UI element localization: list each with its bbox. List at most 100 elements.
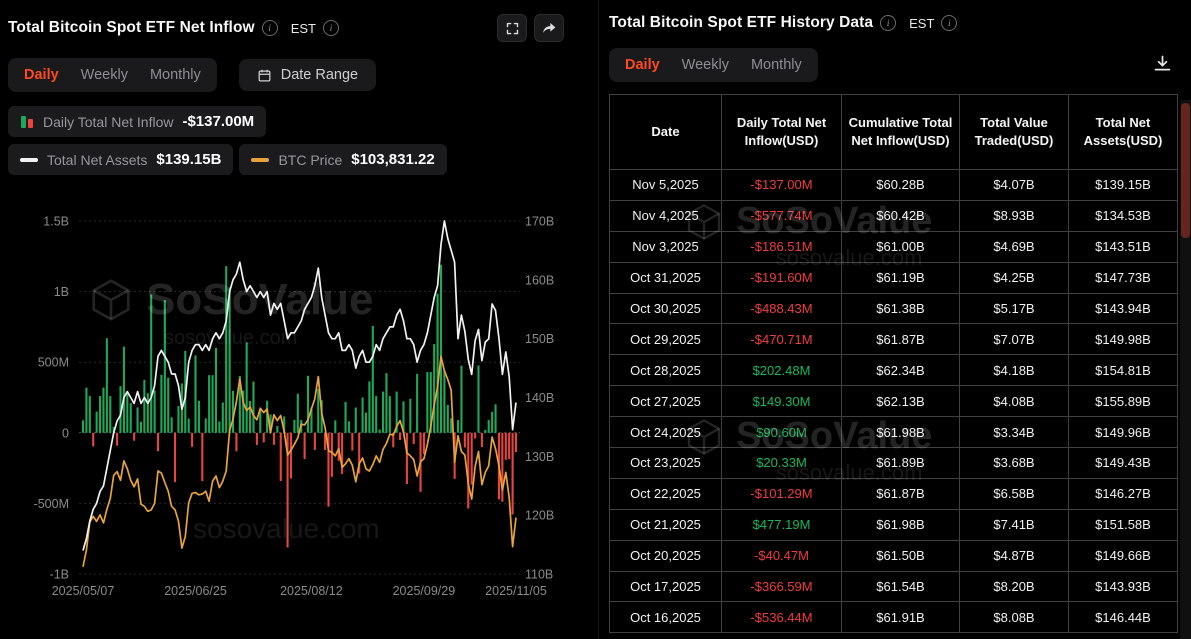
legend-daily-inflow[interactable]: Daily Total Net Inflow -$137.00M [8, 106, 267, 137]
legend-label: Total Net Assets [47, 151, 148, 168]
inflow-chart: 1.5B 1B 500M 0 -500M -1B 170B 160B 150B 140B 130B 1… [8, 185, 598, 615]
table-row: Oct 16,2025 -$536.44M $61.91B $8.08B $146.44… [609, 601, 1178, 634]
traded-cell: $8.93B [959, 199, 1069, 232]
traded-cell: $3.34B [959, 416, 1069, 449]
history-table: Date Daily Total Net Inflow(USD) Cumulat… [609, 94, 1178, 634]
inflow-cell: -$191.60M [721, 261, 842, 294]
left-axis-tick: 500M [38, 356, 69, 370]
history-header: Total Bitcoin Spot ETF History Data i ES… [609, 14, 1179, 32]
date-cell: Nov 5,2025 [609, 169, 722, 201]
table-row: Oct 21,2025 $477.19M $61.98B $7.41B $151.58B [609, 508, 1178, 541]
assets-cell: $151.58B [1068, 508, 1178, 541]
inflow-cell: -$40.47M [721, 539, 842, 572]
traded-cell: $7.41B [959, 508, 1069, 541]
assets-cell: $154.81B [1068, 354, 1178, 387]
col-header-cumulative-inflow: Cumulative Total Net Inflow(USD) [841, 94, 960, 170]
right-axis-tick: 170B [525, 215, 554, 229]
info-icon[interactable]: i [941, 15, 958, 31]
cumulative-cell: $60.42B [841, 199, 960, 232]
fullscreen-icon [506, 22, 518, 34]
legend-label: BTC Price [278, 151, 343, 168]
date-cell: Oct 27,2025 [609, 385, 722, 418]
traded-cell: $8.20B [959, 570, 1069, 603]
date-cell: Oct 17,2025 [609, 570, 722, 603]
date-range-label: Date Range [280, 67, 359, 83]
assets-cell: $147.73B [1068, 261, 1178, 294]
table-scrollbar[interactable] [1180, 100, 1191, 639]
assets-cell: $149.96B [1068, 416, 1178, 449]
cumulative-cell: $61.50B [841, 539, 960, 572]
net-assets-line [82, 220, 517, 551]
tab-weekly[interactable]: Weekly [71, 63, 138, 87]
assets-cell: $155.89B [1068, 385, 1178, 418]
date-cell: Oct 23,2025 [609, 447, 722, 479]
tab-daily[interactable]: Daily [615, 53, 670, 77]
assets-cell: $139.15B [1068, 169, 1178, 201]
traded-cell: $4.08B [959, 385, 1069, 418]
table-row: Oct 17,2025 -$366.59M $61.54B $8.20B $143.93… [609, 570, 1178, 603]
traded-cell: $7.07B [959, 323, 1069, 356]
right-axis-tick: 160B [525, 273, 554, 287]
traded-cell: $6.58B [959, 477, 1069, 510]
tab-monthly[interactable]: Monthly [741, 53, 812, 77]
interval-tab-group: Daily Weekly Monthly [609, 48, 818, 82]
legend-label: Daily Total Net Inflow [43, 113, 174, 130]
net-inflow-header: Total Bitcoin Spot ETF Net Inflow i EST … [8, 14, 598, 42]
cumulative-cell: $61.87B [841, 477, 960, 510]
right-axis-tick: 150B [525, 332, 554, 346]
date-cell: Oct 28,2025 [609, 354, 722, 387]
inflow-cell: -$488.43M [721, 292, 842, 325]
inflow-cell: -$577.74M [721, 199, 842, 232]
tab-weekly[interactable]: Weekly [672, 53, 739, 77]
download-button[interactable] [1152, 53, 1173, 77]
cumulative-cell: $61.98B [841, 508, 960, 541]
date-cell: Oct 20,2025 [609, 539, 722, 572]
right-axis-tick: 140B [525, 391, 554, 405]
legend-row-1: Daily Total Net Inflow -$137.00M [8, 106, 598, 137]
traded-cell: $3.68B [959, 447, 1069, 479]
assets-cell: $146.27B [1068, 477, 1178, 510]
date-cell: Nov 3,2025 [609, 230, 722, 263]
info-icon[interactable]: i [880, 15, 897, 31]
assets-cell: $146.44B [1068, 601, 1178, 634]
scrollbar-thumb[interactable] [1181, 103, 1190, 238]
inflow-bars-icon [21, 115, 33, 128]
tab-daily[interactable]: Daily [14, 63, 69, 87]
inflow-cell: -$366.59M [721, 570, 842, 603]
legend-btc-price[interactable]: BTC Price $103,831.22 [239, 144, 447, 175]
left-axis-tick: -500M [34, 497, 69, 511]
page-title: Total Bitcoin Spot ETF Net Inflow [8, 19, 255, 36]
table-header-row: Date Daily Total Net Inflow(USD) Cumulat… [609, 94, 1178, 170]
est-label: EST [290, 20, 316, 36]
info-icon[interactable]: i [322, 20, 339, 36]
inflow-cell: -$186.51M [721, 230, 842, 263]
cumulative-cell: $61.89B [841, 447, 960, 479]
inflow-chart-svg[interactable]: 1.5B 1B 500M 0 -500M -1B 170B 160B 150B 140B 130B 1… [8, 185, 593, 610]
info-icon[interactable]: i [261, 20, 278, 36]
fullscreen-button[interactable] [497, 14, 527, 42]
date-cell: Oct 16,2025 [609, 601, 722, 634]
cumulative-cell: $61.38B [841, 292, 960, 325]
cumulative-cell: $61.00B [841, 230, 960, 263]
legend-row-2: Total Net Assets $139.15B BTC Price $103… [8, 144, 598, 175]
right-axis-tick: 110B [525, 568, 553, 582]
legend-total-net-assets[interactable]: Total Net Assets $139.15B [8, 144, 234, 175]
inflow-cell: $90.60M [721, 416, 842, 449]
col-header-daily-inflow: Daily Total Net Inflow(USD) [721, 94, 842, 170]
left-axis-tick: 1.5B [43, 215, 69, 229]
cumulative-cell: $61.87B [841, 323, 960, 356]
inflow-cell: $202.48M [721, 354, 842, 387]
date-range-button[interactable]: Date Range [238, 59, 377, 91]
share-button[interactable] [534, 14, 564, 42]
tab-monthly[interactable]: Monthly [140, 63, 211, 87]
table-row: Oct 27,2025 $149.30M $62.13B $4.08B $155.89B [609, 385, 1178, 418]
right-axis-tick: 120B [525, 509, 554, 523]
inflow-cell: $20.33M [721, 447, 842, 479]
nav-line-icon [20, 157, 38, 162]
x-axis-tick: 2025/09/29 [393, 584, 456, 598]
date-cell: Nov 4,2025 [609, 199, 722, 232]
table-row: Nov 3,2025 -$186.51M $61.00B $4.69B $143.51B [609, 230, 1178, 263]
cumulative-cell: $61.19B [841, 261, 960, 294]
table-controls: Daily Weekly Monthly [609, 48, 1179, 82]
inflow-cell: -$137.00M [721, 169, 842, 201]
